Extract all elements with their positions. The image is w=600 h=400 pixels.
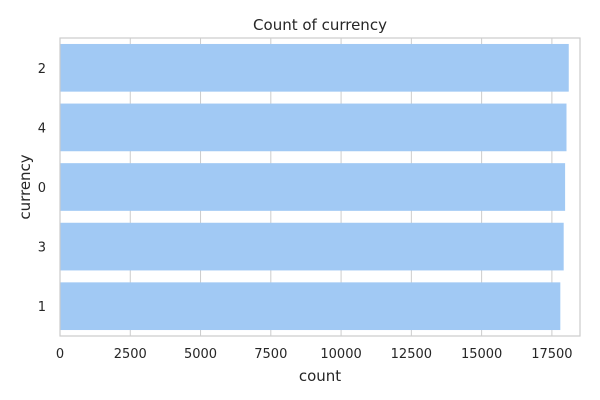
bars	[60, 43, 569, 331]
bar-currency-0	[60, 163, 566, 211]
bar-currency-4	[60, 103, 567, 152]
bar-currency-1	[60, 282, 561, 331]
x-tick-label: 5000	[184, 347, 217, 362]
y-tick-labels: 2 4 0 3 1	[38, 62, 46, 315]
x-tick-label: 0	[56, 347, 64, 362]
chart-title: Count of currency	[253, 16, 387, 34]
x-tick-labels: 0 2500 5000 7500 10000 12500 15000 17500	[56, 347, 573, 362]
x-tick-label: 12500	[391, 347, 432, 362]
y-axis-label: currency	[16, 154, 34, 219]
y-tick-label: 1	[38, 300, 46, 315]
y-tick-label: 4	[38, 121, 46, 136]
x-axis-label: count	[299, 367, 341, 385]
x-tick-label: 15000	[461, 347, 502, 362]
bar-currency-3	[60, 222, 564, 271]
bar-currency-2	[60, 43, 569, 92]
y-tick-label: 0	[38, 181, 46, 196]
x-tick-label: 7500	[254, 347, 287, 362]
x-tick-label: 17500	[531, 347, 572, 362]
y-tick-label: 2	[38, 62, 46, 77]
x-tick-label: 10000	[320, 347, 361, 362]
x-tick-label: 2500	[114, 347, 147, 362]
y-tick-label: 3	[38, 241, 46, 256]
plot-frame	[59, 37, 581, 337]
